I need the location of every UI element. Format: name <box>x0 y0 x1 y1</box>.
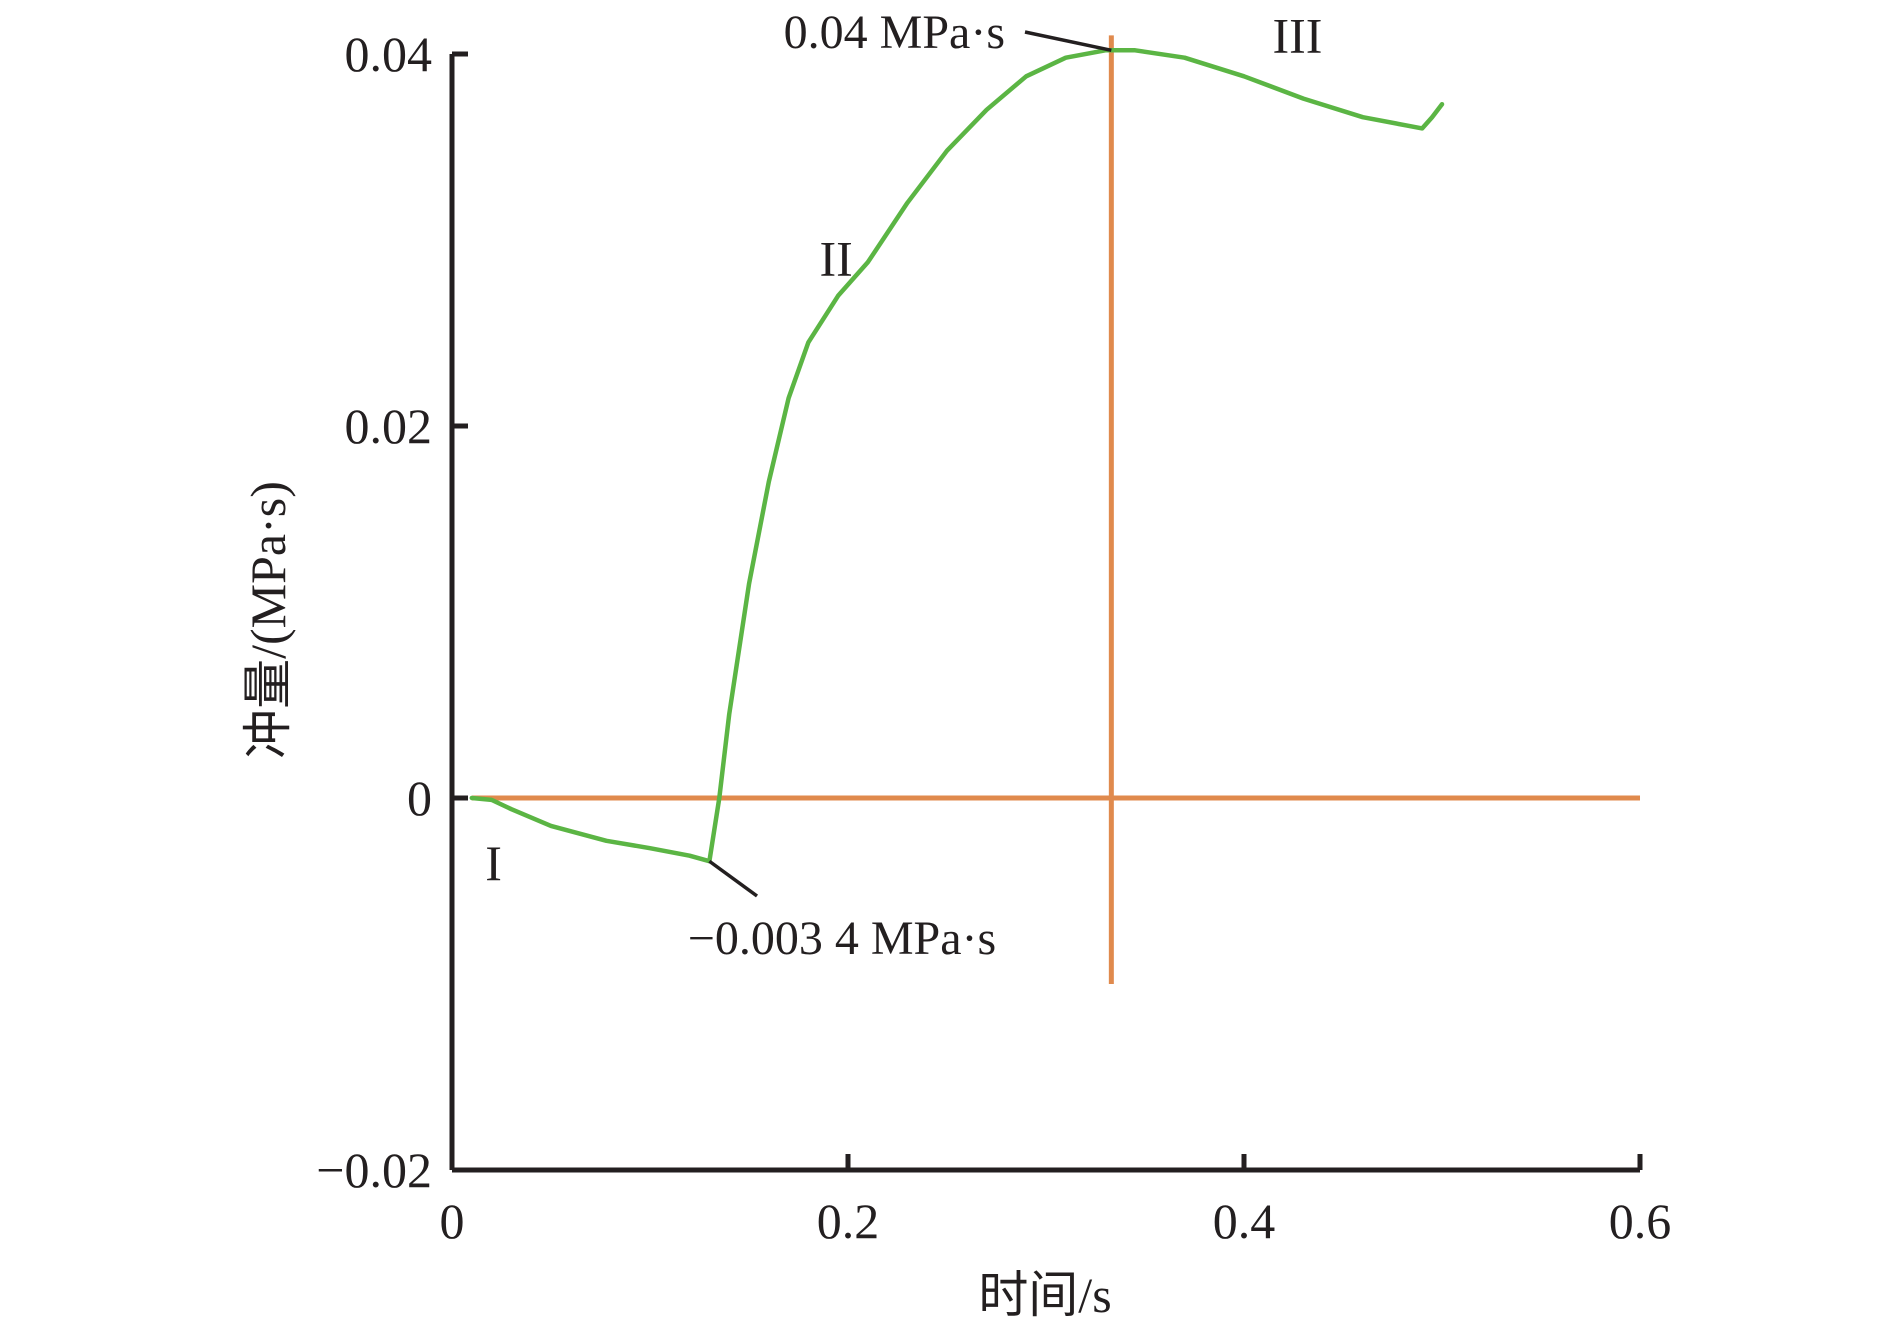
y-tick-label: −0.02 <box>316 1142 432 1198</box>
reference-lines <box>471 35 1640 984</box>
x-tick-label: 0.2 <box>817 1193 880 1249</box>
x-axis-title: 时间/s <box>978 1267 1111 1323</box>
phase-label: I <box>485 835 502 891</box>
phase-label: II <box>819 231 852 287</box>
impulse-series-line <box>469 48 1445 864</box>
x-tick-label: 0 <box>440 1193 465 1249</box>
y-tick-label: 0 <box>407 770 432 826</box>
x-tick-label: 0.4 <box>1213 1193 1276 1249</box>
series-group <box>469 48 1445 864</box>
x-tick-label: 0.6 <box>1609 1193 1672 1249</box>
minimum-value-annotation: −0.003 4 MPa·s <box>688 912 996 965</box>
y-tick-label: 0.04 <box>345 26 433 82</box>
y-axis-title: 冲量/(MPa·s) <box>240 481 296 759</box>
peak-value-annotation: 0.04 MPa·s <box>784 6 1005 59</box>
axes <box>449 51 1643 1173</box>
y-tick-label: 0.02 <box>345 398 433 454</box>
phase-label: III <box>1272 7 1322 63</box>
minimum-callout-leader <box>708 859 759 898</box>
peak-callout-leader <box>1024 30 1112 52</box>
